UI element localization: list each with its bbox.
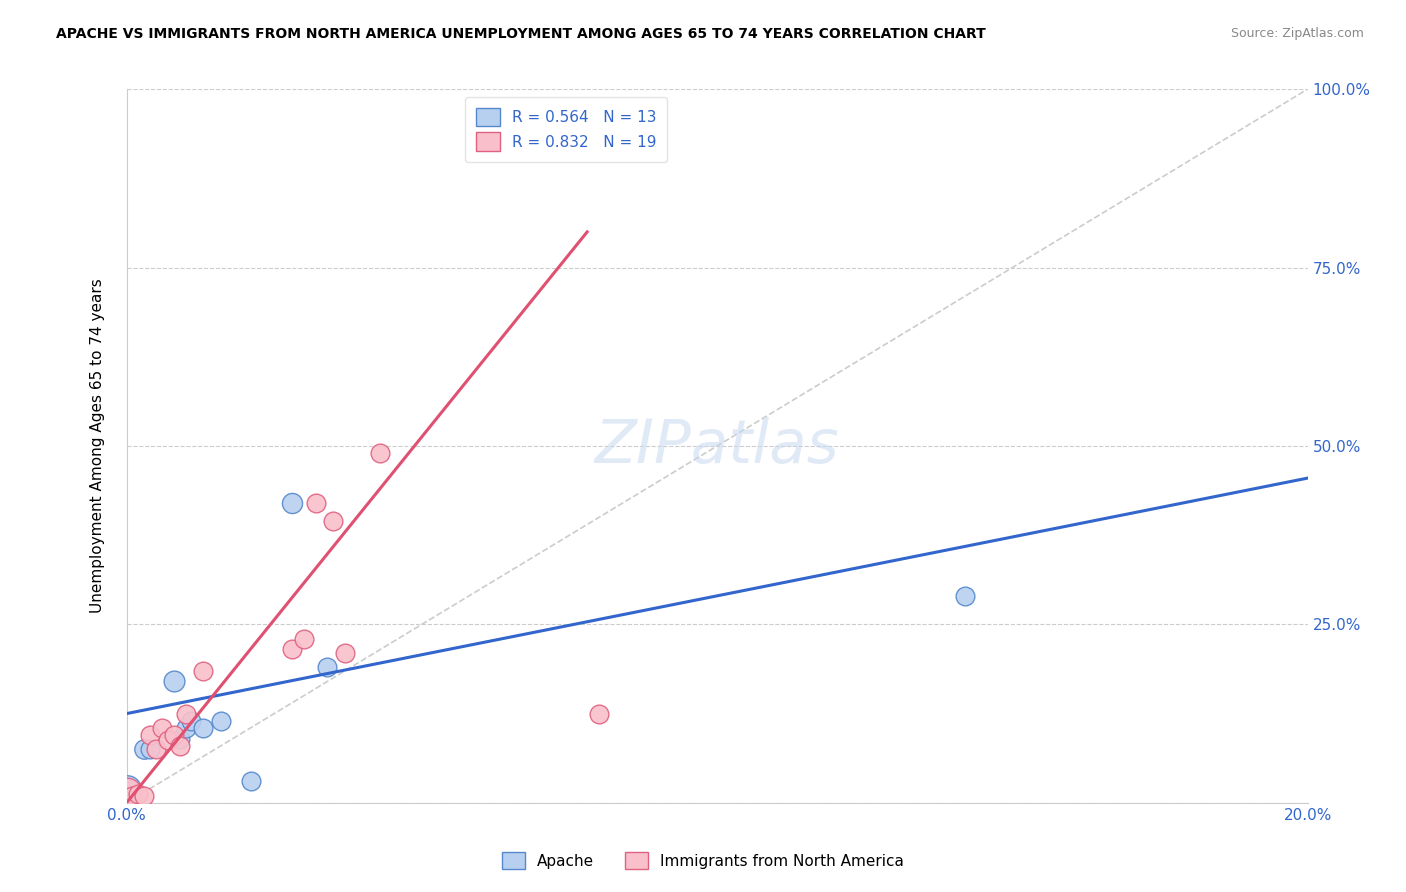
- Point: [145, 742, 167, 756]
- Point: [239, 774, 262, 789]
- Point: [370, 446, 392, 460]
- Point: [163, 674, 186, 689]
- Point: [156, 733, 179, 747]
- Point: [588, 706, 610, 721]
- Point: [322, 514, 344, 528]
- Point: [953, 589, 976, 603]
- Point: [169, 739, 191, 753]
- Point: [209, 714, 232, 728]
- Point: [193, 664, 215, 678]
- Point: [292, 632, 315, 646]
- Point: [121, 789, 143, 803]
- Point: [281, 642, 304, 657]
- Point: [163, 728, 186, 742]
- Text: APACHE VS IMMIGRANTS FROM NORTH AMERICA UNEMPLOYMENT AMONG AGES 65 TO 74 YEARS C: APACHE VS IMMIGRANTS FROM NORTH AMERICA …: [56, 27, 986, 41]
- Point: [304, 496, 326, 510]
- Point: [127, 787, 149, 801]
- Point: [115, 785, 138, 799]
- Point: [139, 728, 162, 742]
- Point: [193, 721, 215, 735]
- Point: [174, 706, 197, 721]
- Point: [150, 721, 173, 735]
- Point: [180, 714, 202, 728]
- Point: [333, 646, 356, 660]
- Point: [316, 660, 339, 674]
- Point: [174, 721, 197, 735]
- Point: [115, 781, 138, 796]
- Y-axis label: Unemployment Among Ages 65 to 74 years: Unemployment Among Ages 65 to 74 years: [90, 278, 105, 614]
- Text: ZIPatlas: ZIPatlas: [595, 417, 839, 475]
- Text: Source: ZipAtlas.com: Source: ZipAtlas.com: [1230, 27, 1364, 40]
- Point: [139, 742, 162, 756]
- Point: [169, 731, 191, 746]
- Legend: Apache, Immigrants from North America: Apache, Immigrants from North America: [496, 846, 910, 875]
- Legend: R = 0.564   N = 13, R = 0.832   N = 19: R = 0.564 N = 13, R = 0.832 N = 19: [465, 97, 668, 161]
- Point: [281, 496, 304, 510]
- Point: [134, 789, 156, 803]
- Point: [134, 742, 156, 756]
